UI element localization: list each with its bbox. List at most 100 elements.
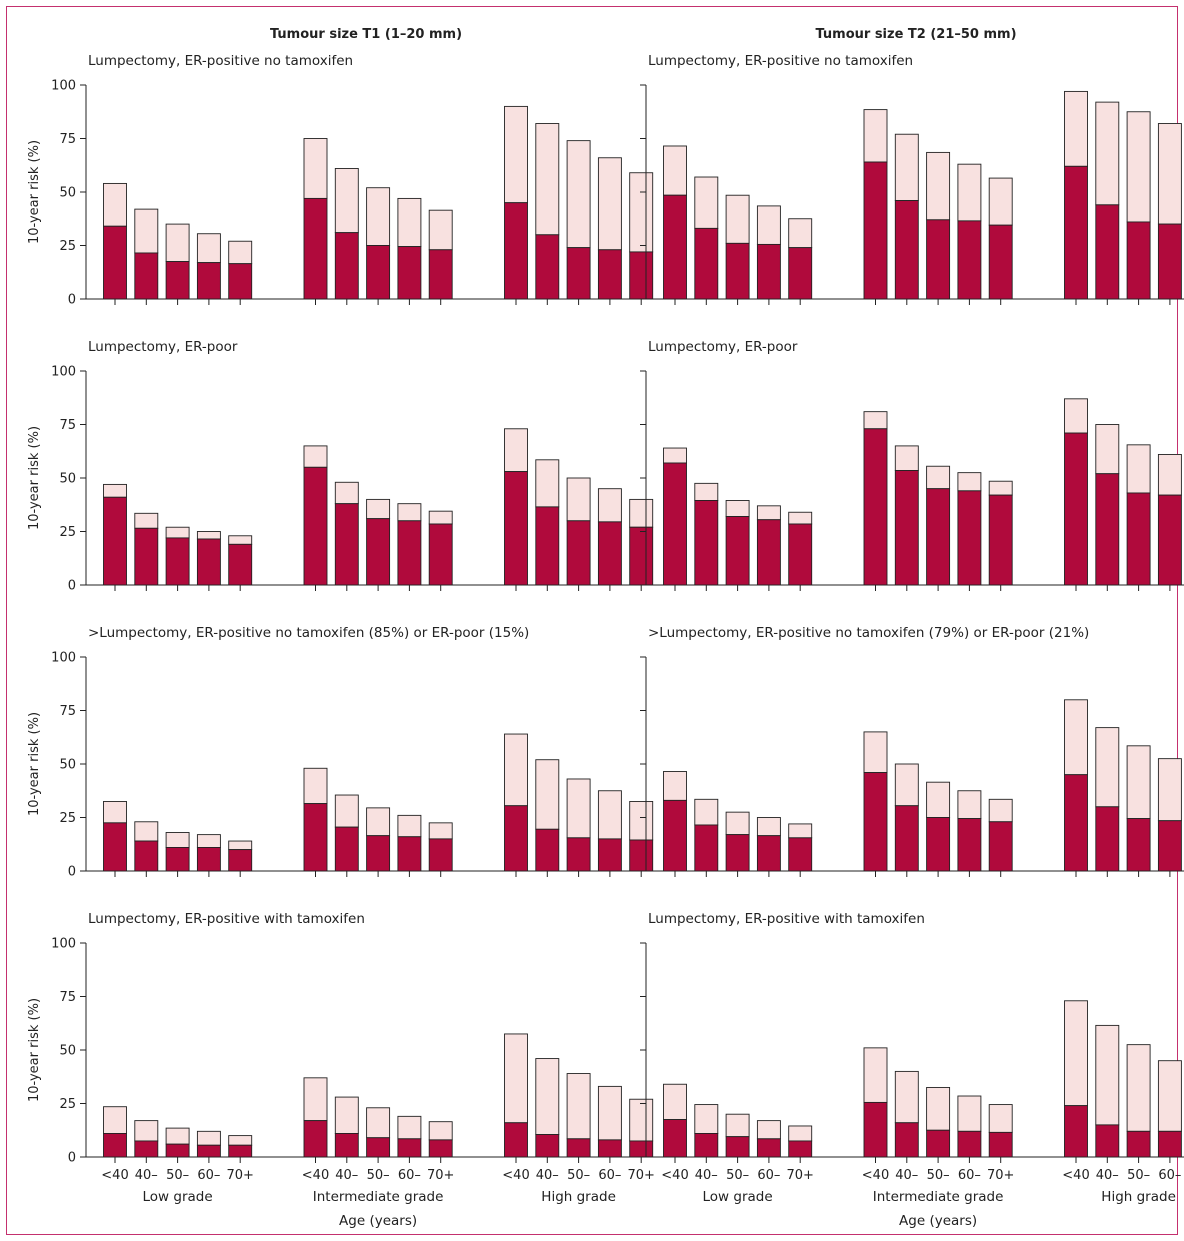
panel-title: Lumpectomy, ER-positive with tamoxifen (648, 911, 925, 927)
bar-recurrence (165, 1127, 190, 1145)
bar-recurrence (863, 731, 888, 774)
bar-recurrence (134, 208, 159, 254)
x-tick-label: 70+ (987, 1168, 1014, 1183)
x-tick-label: 50– (1127, 1168, 1150, 1183)
bar-recurrence (103, 801, 127, 824)
bar-mortality (566, 1138, 591, 1158)
bar-recurrence (957, 472, 982, 492)
bar-recurrence (1126, 745, 1151, 820)
bar-mortality (863, 1101, 888, 1158)
y-tick-label: 100 (51, 79, 76, 94)
bar-mortality (756, 519, 781, 586)
bar-mortality (1126, 492, 1151, 586)
bar-recurrence (196, 531, 221, 540)
bar-recurrence (863, 109, 888, 163)
bar-mortality (334, 826, 359, 872)
bar-mortality (1064, 432, 1088, 586)
bar-recurrence (694, 482, 719, 501)
bar-recurrence (334, 1096, 359, 1134)
bar-mortality (926, 219, 951, 300)
bar-mortality (303, 803, 328, 872)
bar-recurrence (694, 1104, 719, 1134)
bar-recurrence (1095, 727, 1120, 808)
bar-mortality (1126, 221, 1151, 300)
bar-mortality (196, 262, 221, 300)
bar-recurrence (134, 512, 159, 529)
bar-recurrence (366, 1107, 391, 1139)
bar-recurrence (504, 428, 528, 473)
panel-title: Lumpectomy, ER-positive no tamoxifen (88, 53, 353, 69)
bar-mortality (894, 200, 919, 300)
bar-recurrence (756, 1120, 781, 1140)
y-tick-label: 25 (59, 1097, 76, 1112)
bar-recurrence (756, 205, 781, 245)
panel-title: Lumpectomy, ER-positive with tamoxifen (88, 911, 365, 927)
x-tick-label: 40– (895, 1168, 918, 1183)
bar-mortality (788, 523, 813, 586)
grade-group-label: High grade (1101, 1189, 1176, 1205)
x-tick-label: 50– (567, 1168, 590, 1183)
bar-mortality (1095, 806, 1120, 872)
bar-recurrence (663, 771, 687, 801)
bar-recurrence (334, 481, 359, 505)
bar-mortality (535, 828, 560, 872)
panel-title: >Lumpectomy, ER-positive no tamoxifen (7… (648, 625, 1089, 641)
bar-mortality (366, 518, 391, 586)
bar-mortality (535, 506, 560, 586)
x-tick-label: <40 (101, 1168, 128, 1183)
y-tick-label: 0 (68, 293, 76, 308)
bar-recurrence (535, 459, 560, 508)
bar-recurrence (863, 1047, 888, 1103)
bar-recurrence (1157, 1060, 1182, 1132)
bar-mortality (1064, 1105, 1088, 1158)
bar-mortality (725, 1136, 750, 1158)
bar-recurrence (725, 811, 750, 836)
x-tick-label: 60– (197, 1168, 220, 1183)
bar-mortality (1126, 818, 1151, 872)
bar-mortality (629, 1140, 654, 1158)
bar-mortality (103, 822, 127, 872)
bar-mortality (165, 261, 190, 300)
x-tick-label: 70+ (427, 1168, 454, 1183)
bar-mortality (988, 1131, 1013, 1158)
bar-recurrence (1126, 1044, 1151, 1132)
bar-recurrence (165, 526, 190, 539)
bar-recurrence (894, 133, 919, 202)
bar-mortality (303, 197, 328, 300)
bar-recurrence (957, 1095, 982, 1132)
x-tick-label: <40 (302, 1168, 329, 1183)
bar-mortality (334, 1133, 359, 1158)
bar-recurrence (504, 1033, 528, 1124)
bar-mortality (957, 818, 982, 872)
x-tick-label: <40 (661, 1168, 688, 1183)
bar-recurrence (397, 1115, 422, 1140)
bar-mortality (1095, 473, 1120, 586)
bar-recurrence (334, 794, 359, 828)
bar-mortality (1064, 774, 1088, 872)
x-axis-label: Age (years) (899, 1213, 977, 1229)
bar-mortality (334, 503, 359, 586)
bar-mortality (428, 523, 453, 586)
grade-group-label: High grade (541, 1189, 616, 1205)
y-tick-label: 50 (59, 472, 76, 487)
bar-recurrence (428, 510, 453, 525)
y-axis-label: 10-year risk (%) (27, 140, 42, 244)
column-title-t2: Tumour size T2 (21–50 mm) (815, 27, 1016, 42)
x-tick-label: 70+ (786, 1168, 813, 1183)
bar-mortality (103, 225, 127, 300)
bar-recurrence (103, 182, 127, 227)
bar-mortality (863, 428, 888, 586)
bar-mortality (366, 1137, 391, 1158)
bar-mortality (165, 847, 190, 872)
bar-recurrence (663, 1083, 687, 1120)
y-tick-label: 50 (59, 758, 76, 773)
bar-recurrence (926, 151, 951, 221)
bar-mortality (566, 247, 591, 300)
bar-recurrence (725, 1113, 750, 1138)
bar-recurrence (303, 767, 328, 805)
bar-recurrence (303, 138, 328, 199)
grade-group-label: Low grade (703, 1189, 773, 1205)
x-tick-label: 70+ (627, 1168, 654, 1183)
bar-mortality (756, 835, 781, 872)
